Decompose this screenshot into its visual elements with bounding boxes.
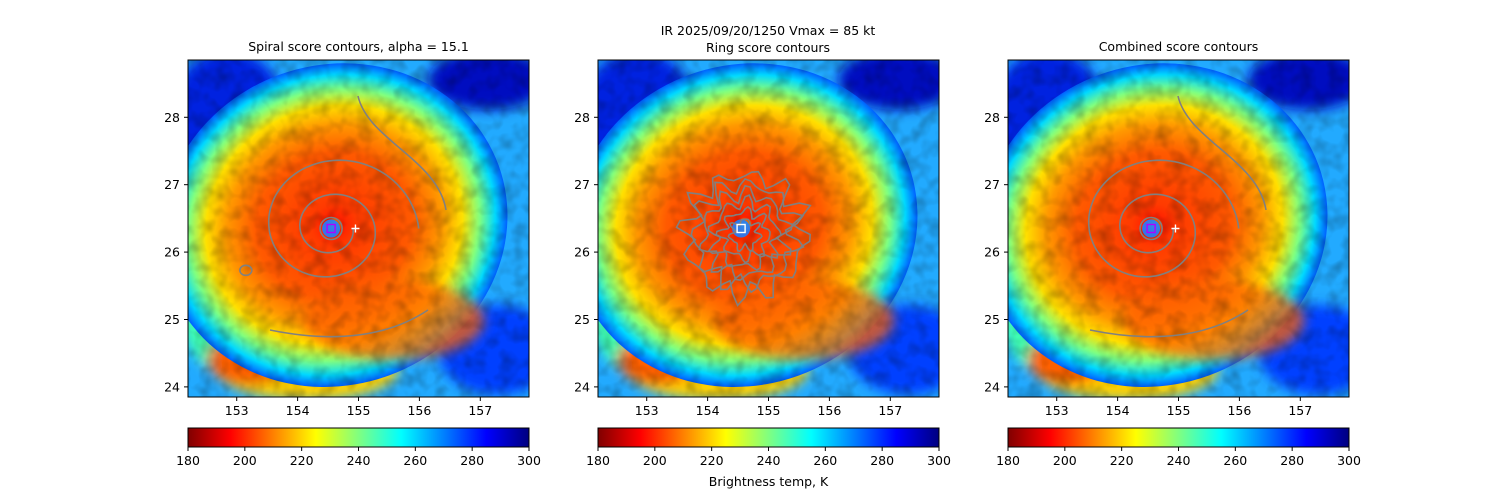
y-tick-label: 24 (164, 379, 180, 394)
x-tick-label: 155 (347, 403, 371, 418)
colorbar-tick-label: 220 (1110, 453, 1134, 468)
best-track-cross-marker (1171, 224, 1180, 233)
y-tick-label: 28 (574, 110, 590, 125)
x-tick-label: 155 (757, 403, 781, 418)
colorbar-tick-label: 180 (996, 453, 1020, 468)
colorbar-tick-label: 260 (1223, 453, 1247, 468)
colorbar-tick-label: 240 (1167, 453, 1191, 468)
y-tick-label: 26 (164, 245, 180, 260)
y-tick-label: 26 (984, 245, 1000, 260)
colorbar-tick-label: 200 (1053, 453, 1077, 468)
storm-center-marker (736, 223, 746, 234)
ir-heatmap-image (1008, 60, 1349, 397)
y-tick-label: 25 (574, 312, 590, 327)
x-tick-label: 156 (407, 403, 431, 418)
colorbar-tick-label: 300 (927, 453, 951, 468)
ring-score-contours (675, 170, 812, 307)
colorbar-tick-label: 240 (757, 453, 781, 468)
colorbar-tick-label: 200 (643, 453, 667, 468)
figure-title: IR 2025/09/20/1250 Vmax = 85 kt (661, 23, 876, 38)
x-tick-label: 156 (1227, 403, 1251, 418)
colorbar: 180 200 220 240 260 280 300 Brightness temp, K (586, 427, 951, 489)
colorbar-gradient (597, 427, 940, 448)
storm-center-marker (1146, 223, 1156, 234)
panel-title-ring: Ring score contours (706, 40, 830, 55)
y-tick-label: 27 (164, 177, 180, 192)
colorbar-tick-label: 280 (870, 453, 894, 468)
x-tick-label: 154 (1106, 403, 1130, 418)
y-tick-label: 25 (164, 312, 180, 327)
x-tick-label: 153 (1045, 403, 1069, 418)
y-tick-label: 27 (984, 177, 1000, 192)
colorbar-gradient (1007, 427, 1350, 448)
colorbar-tick-label: 200 (233, 453, 257, 468)
y-tick-label: 27 (574, 177, 590, 192)
colorbar-tick-label: 300 (517, 453, 541, 468)
colorbar-gradient (187, 427, 530, 448)
panel-spiral: Spiral score contours, alpha = 15.1 153 15… (164, 39, 541, 468)
x-tick-label: 153 (635, 403, 659, 418)
colorbar-tick-label: 280 (460, 453, 484, 468)
colorbar-tick-label: 220 (290, 453, 314, 468)
colorbar-tick-label: 180 (586, 453, 610, 468)
ir-heatmap-image (598, 60, 939, 397)
colorbar-tick-label: 180 (176, 453, 200, 468)
y-tick-label: 28 (164, 110, 180, 125)
y-tick-label: 24 (984, 379, 1000, 394)
x-tick-label: 157 (878, 403, 902, 418)
spiral-score-contours (239, 95, 447, 338)
y-tick-label: 26 (574, 245, 590, 260)
y-tick-label: 25 (984, 312, 1000, 327)
panel-combined: Combined score contours 153 154 155 156 157 24… (984, 39, 1361, 468)
x-tick-label: 157 (468, 403, 492, 418)
storm-center-marker (326, 223, 336, 234)
combined-score-contours (1087, 95, 1267, 338)
ir-heatmap-image (188, 60, 529, 397)
x-tick-label: 153 (225, 403, 249, 418)
colorbar-tick-label: 280 (1280, 453, 1304, 468)
colorbar-tick-label: 260 (403, 453, 427, 468)
panel-title: Spiral score contours, alpha = 15.1 (248, 39, 469, 54)
x-tick-label: 154 (286, 403, 310, 418)
x-tick-label: 155 (1167, 403, 1191, 418)
colorbar-tick-label: 240 (347, 453, 371, 468)
colorbar-tick-label: 220 (700, 453, 724, 468)
panel-title: Combined score contours (1099, 39, 1259, 54)
colorbar-label: Brightness temp, K (709, 474, 829, 489)
x-tick-label: 154 (696, 403, 720, 418)
panel-ring: 153 154 155 156 157 24 25 26 27 28 180 200 220 240 260… (574, 59, 951, 489)
colorbar: 180 200 220 240 260 280 300 (996, 427, 1361, 468)
y-tick-label: 24 (574, 379, 590, 394)
colorbar-tick-label: 260 (813, 453, 837, 468)
x-tick-label: 156 (817, 403, 841, 418)
best-track-cross-marker (351, 224, 360, 233)
x-tick-label: 157 (1288, 403, 1312, 418)
colorbar-tick-label: 300 (1337, 453, 1361, 468)
colorbar: 180 200 220 240 260 280 300 (176, 427, 541, 468)
y-tick-label: 28 (984, 110, 1000, 125)
